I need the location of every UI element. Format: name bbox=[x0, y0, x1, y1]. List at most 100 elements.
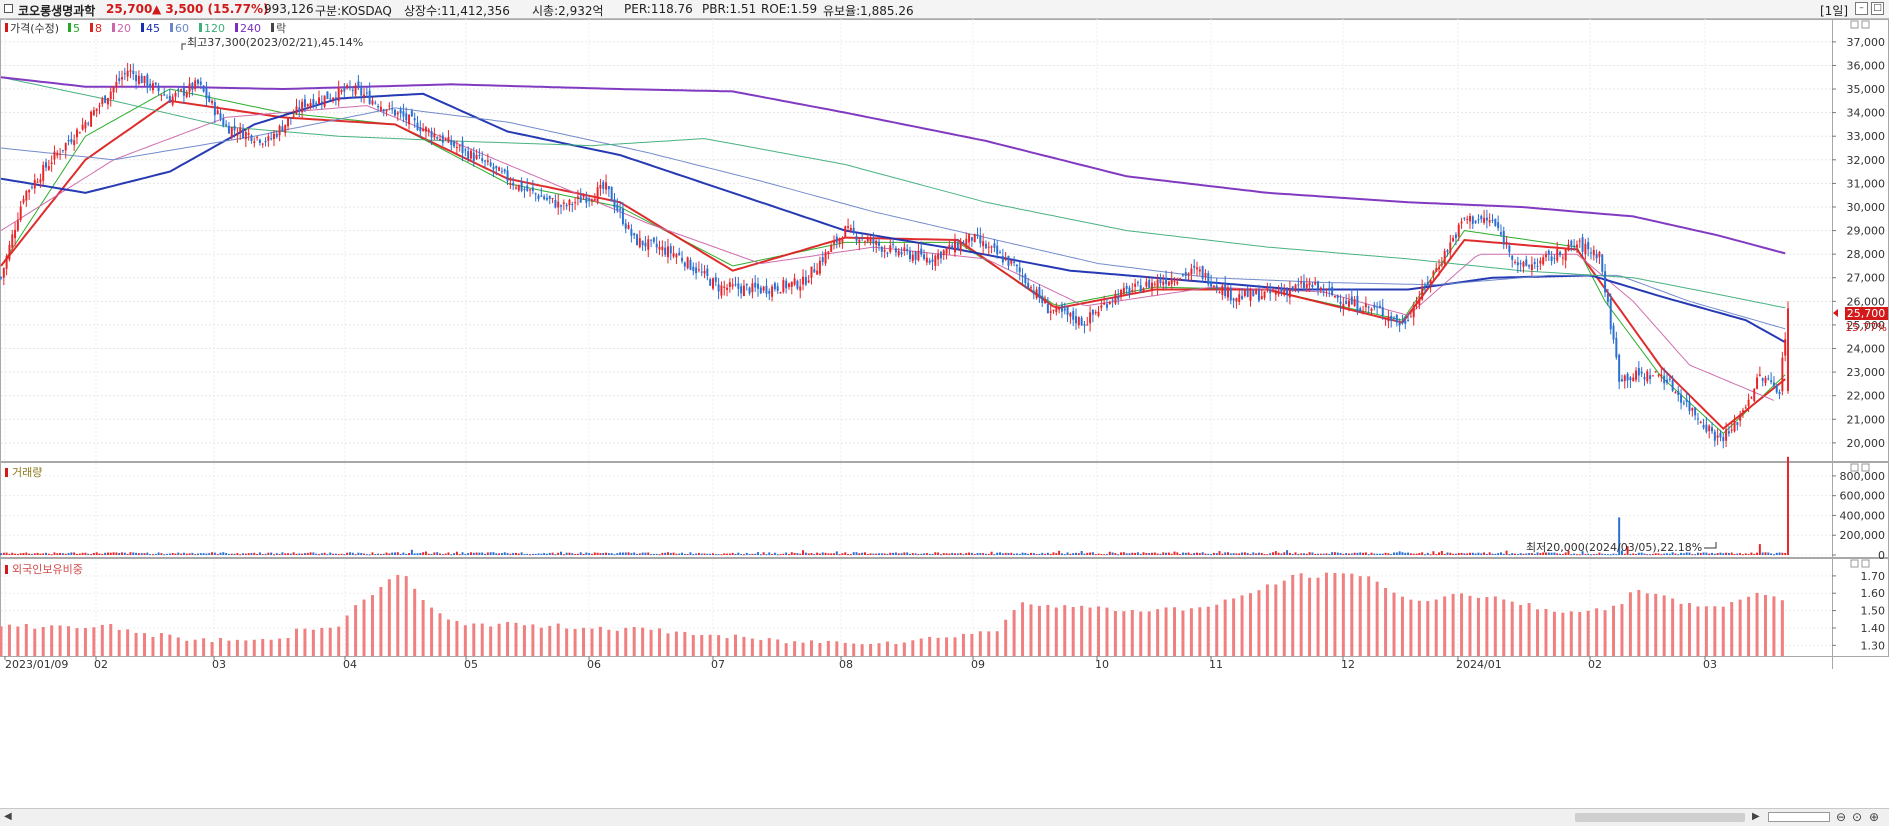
period-selector[interactable]: [1일] bbox=[1820, 4, 1849, 18]
candle-body bbox=[1739, 414, 1742, 421]
candle-body bbox=[1373, 304, 1376, 308]
candle-body bbox=[1204, 273, 1207, 277]
scroll-thumb[interactable] bbox=[1575, 813, 1745, 822]
foreign-bar bbox=[1105, 607, 1109, 656]
volume-bar bbox=[1775, 552, 1778, 555]
scroll-left-icon[interactable]: ◀ bbox=[4, 811, 12, 822]
volume-bar bbox=[523, 554, 526, 556]
volume-bar bbox=[655, 553, 658, 555]
candle-body bbox=[1688, 401, 1691, 412]
foreign-bar bbox=[446, 619, 450, 656]
volume-bar bbox=[1651, 553, 1654, 555]
maximize-icon[interactable]: □ bbox=[1871, 2, 1884, 15]
candle-body bbox=[213, 102, 216, 116]
volume-bar bbox=[1308, 552, 1311, 555]
foreign-bar bbox=[480, 623, 484, 656]
volume-bar bbox=[1407, 552, 1410, 555]
volume-bar bbox=[782, 553, 785, 555]
zoom-slider[interactable] bbox=[1768, 812, 1830, 822]
volume-bar bbox=[233, 553, 236, 555]
candle-body bbox=[543, 196, 546, 200]
volume-bar bbox=[1612, 553, 1615, 555]
candle-body bbox=[748, 287, 751, 294]
candle-body bbox=[1522, 262, 1525, 267]
volume-bar bbox=[602, 552, 605, 555]
panel-controls[interactable] bbox=[1850, 20, 1870, 568]
foreign-bar bbox=[1595, 608, 1599, 656]
foreign-bar bbox=[489, 626, 493, 656]
volume-bar bbox=[1663, 553, 1666, 555]
candle-body bbox=[636, 234, 638, 246]
candle-body bbox=[151, 83, 154, 91]
volume-bar bbox=[1623, 553, 1626, 555]
candle-body bbox=[1148, 279, 1151, 288]
volume-bar bbox=[450, 554, 453, 556]
volume-bar bbox=[73, 552, 76, 555]
zoom-out-icon[interactable]: ⊖ bbox=[1836, 810, 1847, 824]
foreign-bar bbox=[278, 638, 282, 656]
candle-body bbox=[1685, 399, 1688, 402]
minimize-icon[interactable]: – bbox=[1855, 2, 1868, 15]
candle-body bbox=[33, 179, 36, 189]
volume-bar bbox=[98, 553, 101, 555]
volume-bar bbox=[537, 553, 540, 555]
volume-bar bbox=[1075, 552, 1077, 555]
volume-bar bbox=[1291, 553, 1294, 555]
volume-bar bbox=[1198, 553, 1201, 555]
volume-bar bbox=[160, 553, 163, 555]
panel-checkbox-icon[interactable] bbox=[4, 4, 13, 13]
volume-bar bbox=[1342, 553, 1345, 555]
candle-body bbox=[1286, 289, 1289, 295]
foreign-bar bbox=[328, 627, 332, 656]
candle-body bbox=[1235, 298, 1238, 302]
foreign-bar bbox=[472, 623, 476, 656]
candle-body bbox=[1680, 394, 1683, 403]
candle-body bbox=[931, 259, 934, 262]
candle-body bbox=[14, 229, 17, 239]
volume-bar bbox=[1156, 553, 1159, 555]
foreign-bar bbox=[1274, 584, 1278, 656]
volume-bar bbox=[911, 553, 914, 555]
volume-bar bbox=[270, 552, 273, 555]
volume-bar bbox=[652, 553, 655, 555]
volume-bar bbox=[28, 553, 31, 555]
candle-body bbox=[765, 285, 768, 294]
volume-bar bbox=[1010, 552, 1013, 555]
volume-bar bbox=[78, 553, 81, 555]
candle-body bbox=[1747, 399, 1750, 407]
candle-body bbox=[469, 150, 472, 159]
volume-bar bbox=[1381, 553, 1384, 555]
candle-body bbox=[1505, 242, 1508, 244]
candle-body bbox=[520, 181, 523, 191]
foreign-bar bbox=[1654, 593, 1658, 656]
volume-bar bbox=[787, 554, 790, 556]
zoom-reset-icon[interactable]: ⊙ bbox=[1852, 810, 1863, 824]
candle-body bbox=[810, 266, 813, 278]
candle-body bbox=[1167, 281, 1170, 286]
volume-bar bbox=[976, 553, 979, 555]
volume-bar bbox=[1080, 551, 1083, 555]
foreign-bar bbox=[50, 625, 54, 656]
volume-bar bbox=[75, 553, 78, 555]
volume-bar bbox=[1052, 552, 1055, 555]
foreign-bar bbox=[936, 637, 940, 656]
volume-bar bbox=[765, 554, 768, 556]
volume-bar bbox=[1125, 553, 1128, 555]
zoom-in-icon[interactable]: ⊕ bbox=[1869, 810, 1880, 824]
volume-bar bbox=[557, 552, 560, 555]
volume-bar bbox=[1570, 554, 1573, 556]
price-tick-label: 27,000 bbox=[1847, 272, 1886, 285]
foreign-bar bbox=[911, 640, 915, 656]
horizontal-scrollbar[interactable]: ◀ ▶ ⊖ ⊙ ⊕ bbox=[0, 808, 1889, 826]
foreign-bar bbox=[1358, 576, 1362, 656]
candle-body bbox=[1058, 308, 1061, 310]
scroll-right-icon[interactable]: ▶ bbox=[1752, 811, 1760, 822]
volume-bar bbox=[1733, 554, 1736, 556]
candle-body bbox=[745, 283, 748, 286]
candle-body bbox=[191, 82, 194, 90]
candle-body bbox=[1086, 324, 1089, 326]
candle-body bbox=[939, 251, 942, 259]
candle-body bbox=[1128, 287, 1131, 295]
volume-bar bbox=[1525, 553, 1528, 555]
volume-bar bbox=[1184, 552, 1187, 555]
